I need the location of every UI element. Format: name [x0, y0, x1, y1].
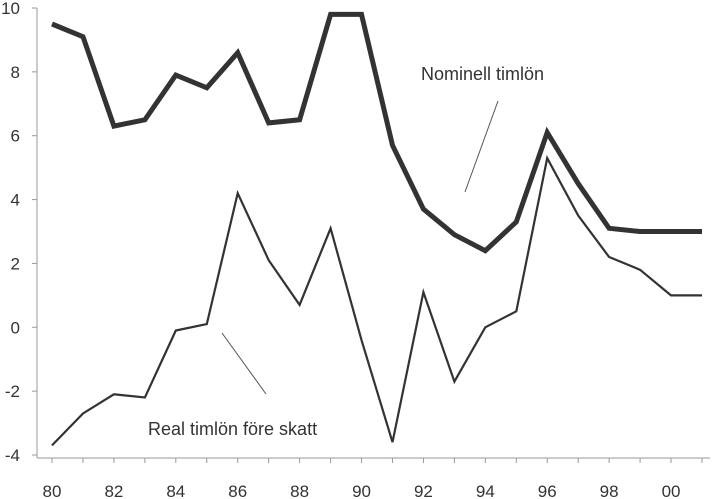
y-axis-ticks: -4 -2 0 2 4 6 8 10 — [1, 0, 37, 465]
y-tick-label: -4 — [5, 446, 20, 465]
x-axis-ticks: 80 82 84 86 88 90 92 94 96 98 00 — [43, 458, 703, 499]
x-tick-label: 94 — [476, 482, 495, 499]
y-tick-label: 8 — [11, 63, 20, 82]
y-tick-label: -2 — [5, 382, 20, 401]
x-tick-label: 86 — [228, 482, 247, 499]
x-tick-label: 92 — [414, 482, 433, 499]
chart-axes — [36, 8, 710, 459]
nominal-label-leader — [464, 100, 499, 193]
real-label-leader — [221, 332, 267, 395]
x-tick-label: 96 — [538, 482, 557, 499]
real-series-label: Real timlön före skatt — [148, 419, 317, 439]
chart-series — [51, 11, 703, 447]
x-tick-label: 90 — [352, 482, 371, 499]
x-tick-label: 80 — [43, 482, 62, 499]
x-tick-label: 82 — [104, 482, 123, 499]
y-tick-label: 6 — [11, 127, 20, 146]
x-tick-label: 84 — [166, 482, 185, 499]
y-tick-label: 4 — [11, 191, 20, 210]
real-wage-line — [51, 154, 702, 447]
y-tick-label: 0 — [11, 318, 20, 337]
x-tick-label: 00 — [662, 482, 681, 499]
x-tick-label: 98 — [600, 482, 619, 499]
x-tick-label: 88 — [290, 482, 309, 499]
nominal-wage-line — [51, 11, 702, 254]
nominal-series-label: Nominell timlön — [421, 64, 544, 84]
y-tick-label: 2 — [11, 254, 20, 273]
y-tick-label: 10 — [1, 0, 20, 18]
